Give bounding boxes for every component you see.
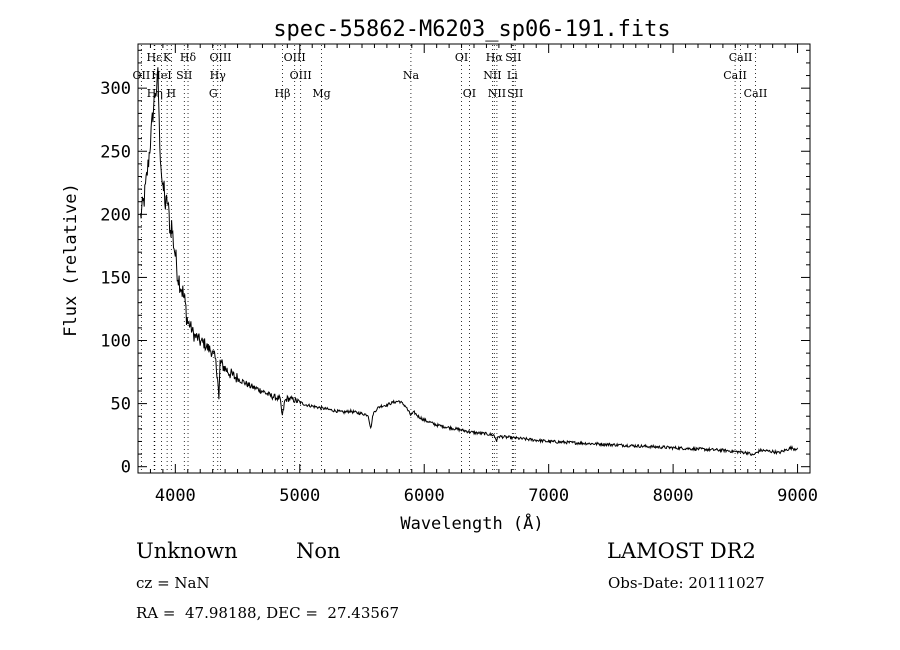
x-tick-label: 4000: [155, 486, 196, 506]
chart-title: spec-55862-M6203_sp06-191.fits: [273, 17, 670, 42]
redshift-cz: cz = NaN: [136, 574, 210, 592]
spectral-lines: [140, 45, 756, 472]
spectral-line-label: OIII: [209, 51, 231, 64]
y-tick-label: 150: [100, 268, 131, 288]
x-tick-label: 9000: [777, 486, 818, 506]
spectral-line-label: OI: [463, 87, 476, 100]
spectral-line-label: G: [209, 87, 218, 100]
spectral-line-label: Li: [507, 69, 518, 82]
spectral-line-label: Hγ: [210, 69, 227, 82]
spectral-line-label: CaII: [729, 51, 753, 64]
spectrum-series-line: [140, 67, 799, 456]
spectral-line-label: NII: [483, 69, 501, 82]
spectral-line-label: OI: [455, 51, 468, 64]
spectral-line-label: Mg: [312, 87, 330, 100]
spectral-line-label: H: [167, 87, 177, 100]
spectral-line-label: Na: [403, 69, 420, 82]
object-subclass: Non: [296, 539, 341, 563]
survey-name: LAMOST DR2: [607, 539, 756, 563]
spectral-line-label: K: [163, 51, 172, 64]
spectral-line-label: OIII: [290, 69, 312, 82]
spectral-line-label: CaII: [744, 87, 768, 100]
x-tick-label: 6000: [404, 486, 445, 506]
x-tick-label: 5000: [279, 486, 320, 506]
spectral-line-label: Hβ: [275, 87, 291, 100]
y-tick-label: 100: [100, 332, 131, 352]
spectral-line-label: OIII: [284, 51, 306, 64]
spectral-line-label: Hε: [147, 51, 163, 64]
observation-date: Obs-Date: 20111027: [608, 574, 765, 592]
plot-frame: [137, 43, 811, 474]
y-tick-label: 300: [100, 79, 131, 99]
spectral-line-label: HeI: [151, 69, 171, 82]
y-tick-label: 200: [100, 205, 131, 225]
spectral-line-label: SII: [507, 87, 523, 100]
x-axis-ticks: 4000 5000 6000 7000 8000 9000: [137, 44, 818, 506]
y-tick-label: 50: [111, 395, 131, 415]
spectral-line-label: SII: [505, 51, 521, 64]
x-axis-label: Wavelength (Å): [400, 512, 543, 534]
coordinates: RA = 47.98188, DEC = 27.43567: [136, 604, 400, 622]
spectral-line-label: Hα: [486, 51, 504, 64]
x-tick-label: 7000: [528, 486, 569, 506]
y-tick-label: 0: [121, 458, 131, 478]
spectral-line-label: CaII: [723, 69, 747, 82]
y-tick-label: 250: [100, 142, 131, 162]
spectral-line-label: SII: [176, 69, 192, 82]
object-class: Unknown: [136, 539, 238, 563]
x-tick-label: 8000: [653, 486, 694, 506]
spectral-line-label: Hδ: [180, 51, 197, 64]
spectral-line-label: NII: [488, 87, 506, 100]
y-axis-label: Flux (relative): [61, 183, 81, 337]
spectral-line-label: Hη: [147, 87, 163, 100]
y-axis-ticks: 0 50 100 150 200 250 300: [100, 49, 810, 478]
